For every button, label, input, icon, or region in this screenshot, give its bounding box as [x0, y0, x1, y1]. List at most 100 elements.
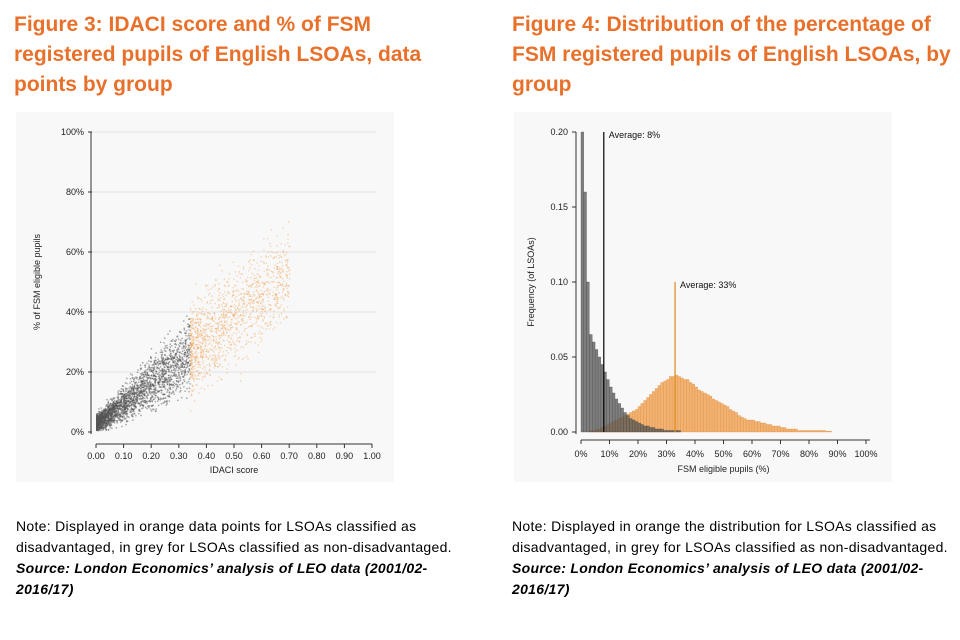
- scatter-point: [188, 329, 190, 331]
- scatter-point: [165, 370, 167, 372]
- scatter-point: [96, 417, 99, 420]
- scatter-point: [276, 301, 279, 303]
- scatter-point: [154, 391, 156, 393]
- scatter-point: [150, 408, 152, 411]
- scatter-point: [205, 328, 208, 331]
- scatter-point: [168, 368, 170, 371]
- scatter-point: [133, 379, 135, 381]
- scatter-point: [117, 410, 120, 412]
- scatter-point: [232, 287, 234, 289]
- scatter-point: [162, 385, 165, 388]
- scatter-point: [142, 374, 145, 376]
- scatter-point: [102, 424, 104, 426]
- scatter-point: [160, 355, 163, 357]
- scatter-point: [130, 402, 133, 404]
- scatter-point: [227, 309, 229, 312]
- scatter-point: [96, 421, 98, 424]
- scatter-point: [177, 381, 180, 383]
- histogram-bar: [754, 421, 758, 433]
- scatter-point: [218, 351, 220, 354]
- scatter-point: [198, 297, 200, 299]
- scatter-point: [223, 291, 226, 293]
- scatter-point: [189, 318, 192, 320]
- scatter-point: [125, 421, 128, 423]
- scatter-point: [227, 325, 229, 327]
- scatter-point: [202, 362, 204, 364]
- scatter-point: [149, 392, 151, 394]
- scatter-point: [268, 292, 270, 294]
- scatter-point: [108, 408, 110, 411]
- histogram-bar: [811, 430, 815, 433]
- scatter-point: [123, 402, 125, 404]
- scatter-point: [124, 412, 126, 414]
- scatter-point: [168, 361, 170, 364]
- scatter-point: [121, 415, 123, 417]
- scatter-point: [118, 415, 120, 417]
- scatter-point: [179, 360, 181, 362]
- scatter-point: [230, 344, 232, 346]
- scatter-point: [190, 375, 192, 377]
- scatter-point: [253, 277, 255, 280]
- scatter-point: [277, 302, 279, 305]
- histogram-bar: [652, 427, 656, 433]
- scatter-point: [205, 284, 207, 286]
- scatter-point: [212, 330, 214, 332]
- scatter-point: [248, 315, 250, 318]
- scatter-point: [224, 315, 227, 317]
- scatter-point: [210, 300, 212, 302]
- scatter-point: [133, 395, 135, 398]
- scatter-point: [167, 358, 169, 361]
- scatter-point: [108, 409, 111, 411]
- scatter-point: [101, 427, 103, 429]
- scatter-point: [216, 380, 218, 382]
- scatter-point: [218, 355, 220, 358]
- scatter-point: [190, 332, 192, 335]
- scatter-point: [157, 373, 159, 375]
- scatter-point: [184, 340, 186, 342]
- scatter-point: [154, 388, 156, 390]
- scatter-point: [262, 319, 264, 321]
- scatter-point: [208, 294, 210, 296]
- scatter-point: [133, 412, 136, 415]
- scatter-point: [140, 394, 143, 397]
- scatter-point: [165, 380, 167, 382]
- scatter-point: [230, 305, 232, 308]
- scatter-point: [237, 358, 239, 360]
- scatter-point: [219, 356, 221, 359]
- scatter-point: [216, 307, 218, 309]
- scatter-point: [175, 362, 178, 364]
- scatter-point: [189, 364, 191, 366]
- scatter-point: [280, 272, 282, 275]
- scatter-point: [176, 363, 178, 365]
- scatter-point: [133, 386, 135, 388]
- scatter-point: [129, 395, 132, 397]
- scatter-point: [242, 300, 244, 302]
- scatter-point: [111, 397, 113, 400]
- scatter-point: [142, 380, 145, 383]
- scatter-point: [98, 429, 100, 431]
- scatter-point: [172, 357, 175, 360]
- scatter-point: [228, 284, 230, 287]
- scatter-point: [250, 298, 253, 301]
- scatter-point: [206, 348, 208, 351]
- scatter-point: [128, 405, 130, 407]
- scatter-point: [227, 329, 229, 331]
- scatter-point: [127, 390, 129, 392]
- scatter-point: [195, 322, 197, 324]
- scatter-point: [98, 408, 100, 410]
- scatter-point: [119, 408, 121, 410]
- scatter-point: [153, 374, 155, 377]
- scatter-point: [187, 365, 189, 367]
- scatter-point: [245, 306, 247, 309]
- scatter-point: [217, 299, 219, 301]
- scatter-point: [242, 306, 244, 308]
- scatter-point: [214, 345, 217, 347]
- scatter-point: [155, 395, 157, 397]
- scatter-point: [193, 328, 196, 330]
- scatter-point: [196, 347, 199, 349]
- scatter-point: [119, 421, 122, 424]
- scatter-point: [222, 302, 224, 304]
- scatter-point: [174, 370, 177, 372]
- scatter-point: [145, 391, 148, 393]
- scatter-point: [179, 391, 181, 393]
